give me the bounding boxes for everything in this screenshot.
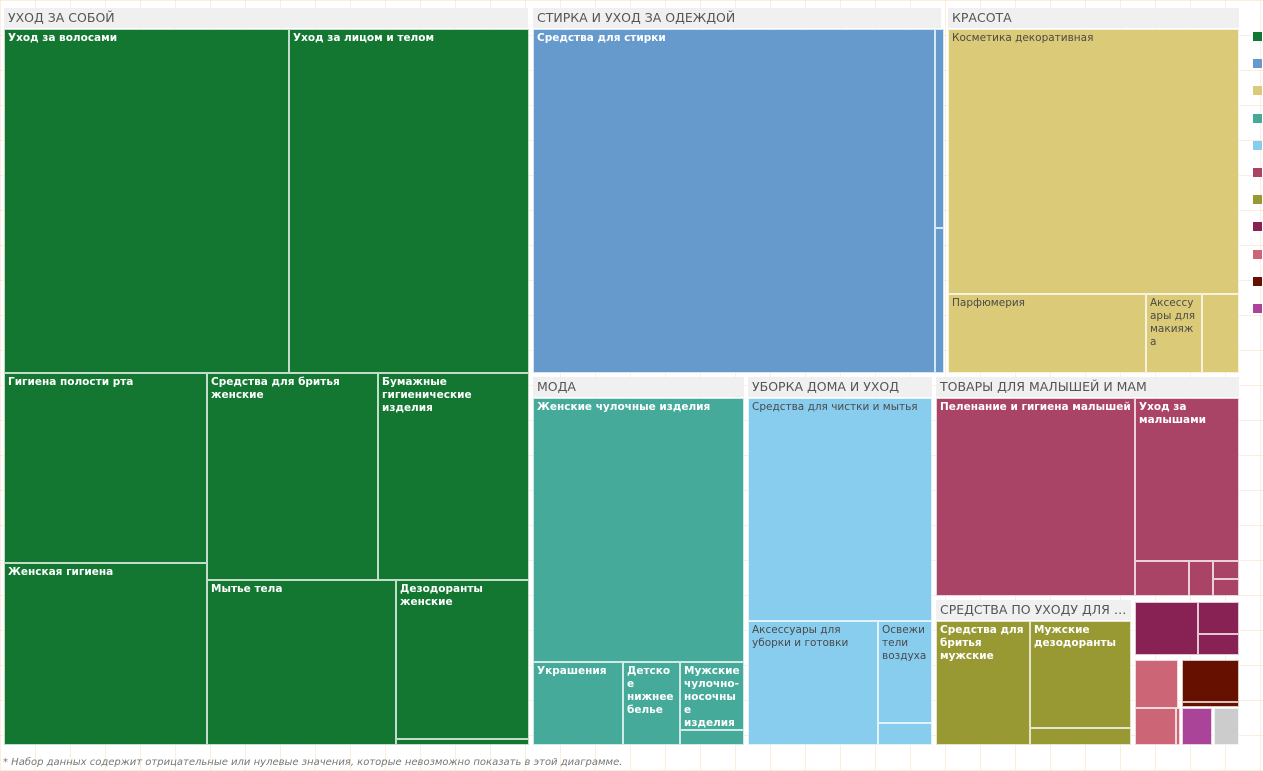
treemap-cell-0-1[interactable]: Уход за лицом и телом xyxy=(289,29,529,373)
treemap-group-header-5: ТОВАРЫ ДЛЯ МАЛЫШЕЙ И МАМ xyxy=(936,377,1239,397)
legend-swatch-10[interactable] xyxy=(1253,304,1262,313)
treemap-cell-2-0[interactable]: Косметика декоративная xyxy=(948,29,1239,294)
treemap-cell-8-1[interactable] xyxy=(1135,708,1176,745)
treemap-cell-4-1[interactable]: Аксессуары для уборки и готовки xyxy=(748,621,878,745)
treemap-cell-9-0[interactable] xyxy=(1182,660,1239,702)
treemap-cell-0-8[interactable] xyxy=(396,739,529,745)
legend-swatch-4[interactable] xyxy=(1253,140,1262,150)
treemap-cell-label: Мужские чулочно-носочные изделия xyxy=(684,665,740,729)
treemap-cell-label: Уход за лицом и телом xyxy=(293,32,435,44)
treemap-cell-3-0[interactable]: Женские чулочные изделия xyxy=(533,398,744,662)
treemap-cell-0-4[interactable]: Средства для бритья женские xyxy=(207,373,378,580)
treemap-cell-label: Бумажные гигиенические изделия xyxy=(382,376,472,414)
treemap-cell-1-0[interactable]: Средства для стирки xyxy=(533,29,935,373)
treemap-cell-4-0[interactable]: Средства для чистки и мытья xyxy=(748,398,932,621)
treemap-group-header-4: УБОРКА ДОМА И УХОД xyxy=(748,377,932,397)
treemap-cell-5-5[interactable] xyxy=(1213,579,1239,596)
treemap-cell-label: Средства для чистки и мытья xyxy=(752,401,918,413)
chart-footnote: * Набор данных содержит отрицательные ил… xyxy=(3,757,623,768)
treemap-cell-1-2[interactable] xyxy=(935,228,944,373)
treemap-cell-label: Мужские дезодоранты xyxy=(1034,624,1117,649)
treemap-cell-label: Украшения xyxy=(537,665,607,677)
treemap-cell-label: Парфюмерия xyxy=(952,297,1025,309)
legend-swatch-5[interactable] xyxy=(1253,168,1262,177)
treemap-cell-5-2[interactable] xyxy=(1135,561,1189,596)
treemap-cell-label: Аксессуары для макияжа xyxy=(1150,297,1196,348)
treemap-cell-6-2[interactable] xyxy=(1030,728,1131,745)
treemap-cell-label: Пеленание и гигиена малышей xyxy=(940,401,1131,413)
treemap-cell-4-3[interactable] xyxy=(878,723,932,745)
treemap-cell-label: Освежители воздуха xyxy=(882,624,927,662)
legend-swatch-1[interactable] xyxy=(1253,59,1262,69)
treemap-cell-11-0[interactable] xyxy=(1214,708,1239,745)
legend-swatch-7[interactable] xyxy=(1253,222,1262,232)
treemap-cell-9-1[interactable] xyxy=(1182,702,1239,707)
treemap-cell-1-1[interactable] xyxy=(935,29,944,228)
treemap-cell-3-4[interactable] xyxy=(680,730,744,745)
treemap-group-header-3: МОДА xyxy=(533,377,744,397)
treemap-group-header-1: СТИРКА И УХОД ЗА ОДЕЖДОЙ xyxy=(533,8,941,28)
treemap-cell-5-4[interactable] xyxy=(1213,561,1239,579)
treemap-cell-label: Средства для бритья мужские xyxy=(940,624,1024,662)
treemap-cell-label: Мытье тела xyxy=(211,583,283,595)
treemap-cell-label: Средства для бритья женские xyxy=(211,376,340,401)
treemap-cell-7-1[interactable] xyxy=(1198,602,1239,634)
treemap-cell-label: Уход за волосами xyxy=(8,32,118,44)
treemap-cell-10-0[interactable] xyxy=(1182,708,1212,745)
treemap-cell-0-0[interactable]: Уход за волосами xyxy=(4,29,289,373)
treemap-group-header-0: УХОД ЗА СОБОЙ xyxy=(4,8,528,28)
treemap-cell-label: Аксессуары для уборки и готовки xyxy=(752,624,849,649)
treemap-cell-7-2[interactable] xyxy=(1198,634,1239,655)
treemap-cell-label: Дезодоранты женские xyxy=(400,583,483,608)
treemap-cell-label: Уход за малышами xyxy=(1139,401,1207,426)
treemap-group-header-2: КРАСОТА xyxy=(948,8,1239,28)
treemap-cell-8-2[interactable] xyxy=(1176,708,1180,745)
treemap-cell-3-3[interactable]: Мужские чулочно-носочные изделия xyxy=(680,662,744,730)
treemap-cell-7-0[interactable] xyxy=(1135,602,1198,655)
treemap-cell-2-1[interactable]: Парфюмерия xyxy=(948,294,1146,373)
treemap-cell-label: Косметика декоративная xyxy=(952,32,1094,44)
legend-swatch-3[interactable] xyxy=(1253,113,1262,123)
treemap-cell-0-3[interactable]: Женская гигиена xyxy=(4,563,207,745)
treemap-cell-3-1[interactable]: Украшения xyxy=(533,662,623,745)
treemap-cell-0-2[interactable]: Гигиена полости рта xyxy=(4,373,207,563)
treemap-cell-3-2[interactable]: Детское нижнее белье xyxy=(623,662,680,745)
treemap-group-header-6: СРЕДСТВА ПО УХОДУ ДЛЯ МУ... xyxy=(936,600,1131,620)
treemap-cell-8-0[interactable] xyxy=(1135,660,1178,708)
treemap-cell-6-1[interactable]: Мужские дезодоранты xyxy=(1030,621,1131,728)
treemap-cell-4-2[interactable]: Освежители воздуха xyxy=(878,621,932,723)
legend-swatch-8[interactable] xyxy=(1253,249,1262,259)
legend-swatch-6[interactable] xyxy=(1253,195,1262,205)
treemap-cell-6-0[interactable]: Средства для бритья мужские xyxy=(936,621,1030,745)
treemap-cell-0-7[interactable]: Дезодоранты женские xyxy=(396,580,529,739)
treemap-cell-label: Средства для стирки xyxy=(537,32,666,44)
treemap-cell-2-3[interactable] xyxy=(1202,294,1239,373)
treemap-cell-2-2[interactable]: Аксессуары для макияжа xyxy=(1146,294,1202,373)
legend-swatch-9[interactable] xyxy=(1253,276,1262,286)
treemap-cell-label: Женские чулочные изделия xyxy=(537,401,711,413)
treemap-cell-5-1[interactable]: Уход за малышами xyxy=(1135,398,1239,561)
treemap-cell-0-6[interactable]: Мытье тела xyxy=(207,580,396,745)
treemap-cell-label: Гигиена полости рта xyxy=(8,376,134,388)
treemap-cell-0-5[interactable]: Бумажные гигиенические изделия xyxy=(378,373,529,580)
legend-swatch-0[interactable] xyxy=(1253,32,1262,41)
legend-swatch-2[interactable] xyxy=(1253,86,1262,96)
treemap-cell-label: Женская гигиена xyxy=(8,566,114,578)
treemap-cell-label: Детское нижнее белье xyxy=(627,665,674,716)
treemap-cell-5-3[interactable] xyxy=(1189,561,1213,596)
treemap-cell-5-0[interactable]: Пеленание и гигиена малышей xyxy=(936,398,1135,596)
